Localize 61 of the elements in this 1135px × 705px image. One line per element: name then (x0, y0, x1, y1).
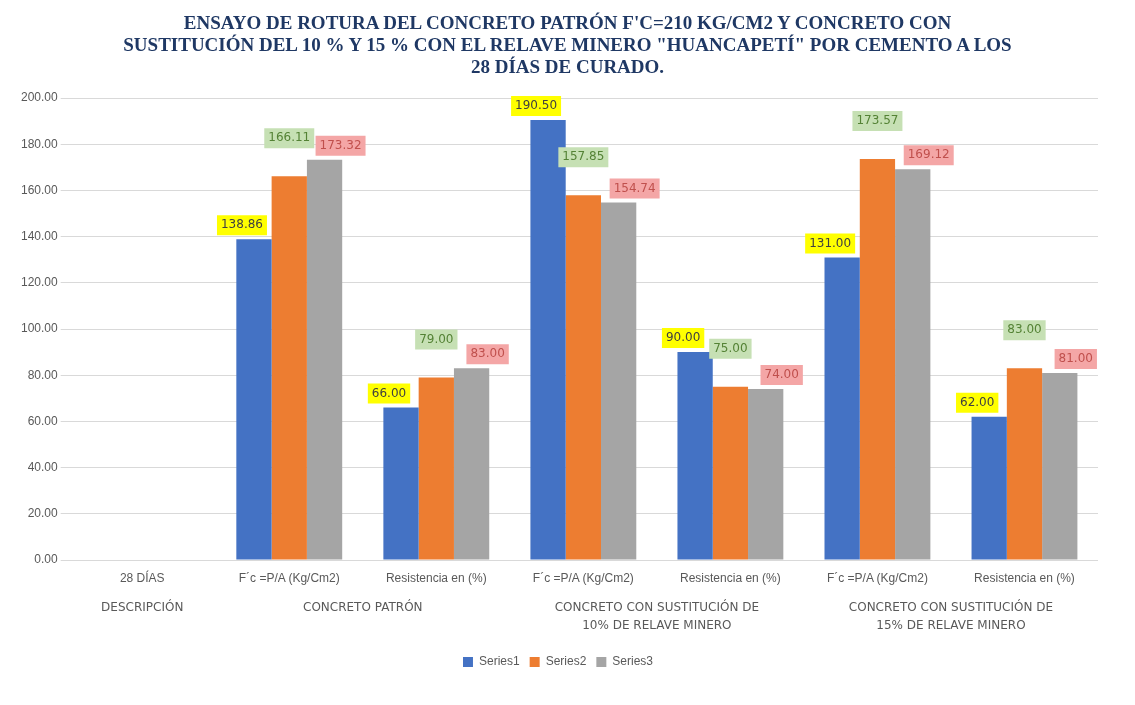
data-label: 75.00 (713, 340, 748, 355)
data-label: 173.32 (319, 137, 362, 152)
bar (418, 377, 454, 560)
bar (565, 195, 601, 560)
legend-label: Series1 (478, 654, 520, 669)
y-tick-label: 100.00 (21, 321, 59, 336)
data-label: 81.00 (1058, 351, 1093, 366)
text: CONCRETO PATRÓN (303, 599, 423, 615)
bar (1042, 372, 1078, 560)
bar (824, 257, 860, 560)
bar (677, 352, 713, 560)
bar (712, 386, 749, 560)
bar (383, 407, 419, 560)
y-tick-label: 0.00 (34, 552, 59, 567)
bar (306, 159, 343, 560)
data-label: 190.50 (515, 98, 558, 113)
legend-label: Series2 (545, 654, 587, 669)
data-label: 90.00 (665, 330, 701, 345)
legend-label: Series3 (612, 654, 654, 669)
data-label: 79.00 (419, 331, 454, 346)
chart-title: ENSAYO DE ROTURA DEL CONCRETO PATRÓN F'C=210 KG/CM2 Y CONCRETO CON SUSTITUCIÓN DEL 10 % Y 15 % CON EL RELAVE MINERO "HUANCAPETÍ" POR CEMENTO A LOS 28 DÍAS DE CURADO. (122, 12, 1013, 78)
y-tick-label: 180.00 (21, 136, 59, 151)
x-tick-label: F´c =P/A (Kg/Cm2) (238, 570, 340, 585)
x-tick-label: Resistencia en (%) (680, 570, 781, 585)
y-tick-label: 40.00 (27, 459, 59, 474)
x-tick-label: 28 DÍAS (119, 569, 165, 585)
bar (271, 176, 307, 560)
data-label: 173.57 (856, 113, 899, 128)
bar (453, 368, 490, 560)
bar (859, 159, 896, 560)
bar (601, 202, 637, 560)
data-label: 131.00 (809, 235, 852, 250)
text: CONCRETO CON SUSTITUCIÓN DE 10% DE RELAVE MINERO (554, 599, 760, 633)
y-tick-label: 120.00 (21, 275, 59, 290)
y-tick-label: 200.00 (21, 90, 59, 105)
y-tick-label: 160.00 (21, 182, 59, 197)
text: DESCRIPCIÓN (101, 599, 184, 615)
text: CONCRETO CON SUSTITUCIÓN DE 15% DE RELAVE MINERO (848, 599, 1054, 633)
bar (1006, 368, 1043, 560)
bar (971, 416, 1007, 560)
data-label: 169.12 (907, 147, 950, 162)
x-tick-label: F´c =P/A (Kg/Cm2) (532, 570, 634, 585)
data-label: 83.00 (470, 346, 505, 361)
data-label: 66.00 (371, 385, 407, 400)
y-tick-label: 140.00 (21, 228, 59, 243)
bar (748, 389, 784, 560)
x-tick-label: F´c =P/A (Kg/Cm2) (826, 570, 928, 585)
bar (895, 169, 931, 560)
x-tick-label: Resistencia en (%) (385, 570, 487, 585)
data-label: 138.86 (220, 217, 263, 232)
y-tick-label: 80.00 (27, 367, 59, 382)
y-tick-label: 20.00 (27, 506, 59, 521)
data-label: 154.74 (613, 180, 656, 195)
bar (236, 239, 272, 560)
data-label: 83.00 (1007, 322, 1042, 337)
data-label: 157.85 (562, 149, 605, 164)
x-tick-label: Resistencia en (%) (974, 570, 1075, 585)
data-label: 62.00 (960, 394, 995, 409)
data-label: 74.00 (764, 367, 799, 382)
data-label: 166.11 (268, 130, 311, 145)
y-tick-label: 60.00 (27, 413, 59, 428)
